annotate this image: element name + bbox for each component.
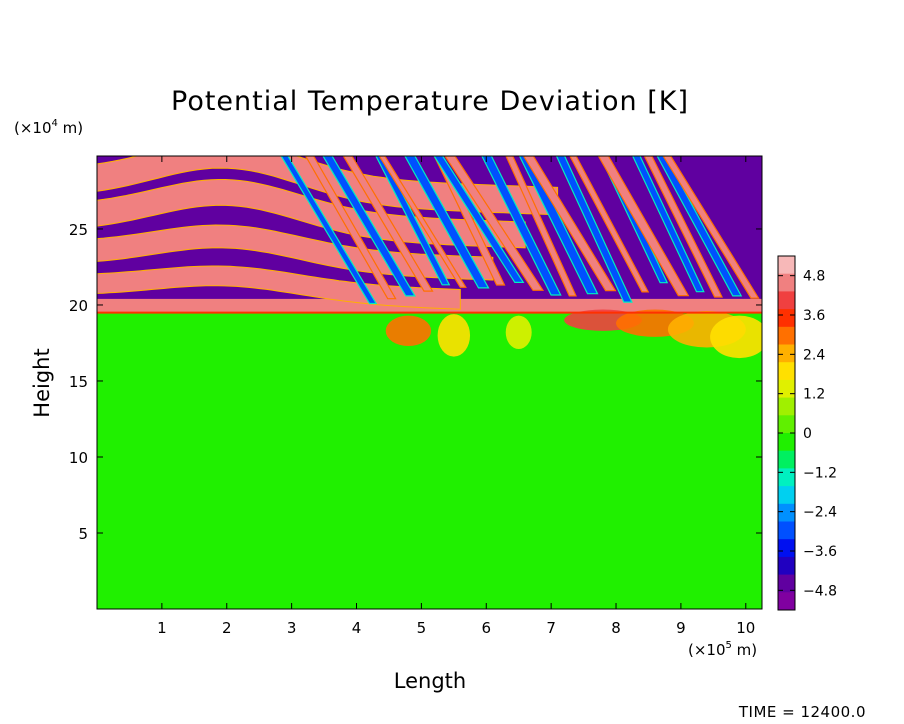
colorbar-tick-label: −1.2 xyxy=(803,465,837,481)
x-tick-label: 3 xyxy=(287,619,297,637)
y-tick-label: 20 xyxy=(69,297,88,315)
plot-frame xyxy=(96,155,763,610)
x-tick-label: 9 xyxy=(676,619,686,637)
time-label: TIME = 12400.0 xyxy=(738,703,866,721)
colorbar-swatch xyxy=(778,592,795,611)
wave-streak xyxy=(444,156,545,291)
colorbar-swatch xyxy=(778,379,795,399)
wave-streak xyxy=(522,156,617,292)
wave-streak xyxy=(632,156,705,293)
wave-streak xyxy=(404,156,490,289)
x-tick-label: 7 xyxy=(546,619,556,637)
wave-streak xyxy=(378,156,467,288)
colorbar-swatch xyxy=(778,344,795,363)
warm-plume xyxy=(505,315,532,350)
x-unit-exponent: 5 xyxy=(726,640,732,651)
x-axis-label: Length xyxy=(394,669,466,693)
wave-streak xyxy=(569,156,650,293)
colorbar-swatch xyxy=(778,415,795,434)
chart-title: Potential Temperature Deviation [K] xyxy=(171,86,689,117)
x-tick-label: 6 xyxy=(481,619,491,637)
warm-plume xyxy=(385,315,432,347)
wave-streak xyxy=(518,156,599,295)
colorbar-tick-label: 4.8 xyxy=(803,269,825,285)
wave-streak xyxy=(433,156,525,283)
colorbar-ticks: 4.8 3.6 2.4 1.2 0 −1.2 −2.4 −3.6 −4.8 xyxy=(778,269,837,599)
wave-streak xyxy=(342,156,434,292)
colorbar-tick-label: 1.2 xyxy=(803,387,825,403)
colorbar-swatch xyxy=(778,468,795,487)
wave-streak xyxy=(304,156,397,300)
y-tick-label: 15 xyxy=(69,373,88,391)
colorbar-swatch xyxy=(778,309,795,328)
colorbar-swatch xyxy=(778,503,795,522)
plot-area xyxy=(97,156,762,609)
wave-streak xyxy=(662,156,760,299)
colorbar-swatch xyxy=(778,556,795,576)
wave-streak xyxy=(597,156,690,297)
colorbar-swatch xyxy=(778,450,795,469)
colorbar-swatch xyxy=(778,256,795,275)
wave-streak xyxy=(481,156,562,296)
y-tick-label: 5 xyxy=(78,525,88,543)
x-tick-label: 2 xyxy=(222,619,232,637)
y-axis: 5 10 15 20 25 xyxy=(69,221,762,543)
colorbar-swatch xyxy=(778,397,795,416)
colorbar-swatch xyxy=(778,486,795,505)
y-unit-prefix: (×10 xyxy=(14,119,52,137)
x-tick-label: 1 xyxy=(157,619,167,637)
x-unit-prefix: (×10 xyxy=(688,641,726,659)
x-axis-unit: (×105 m) xyxy=(688,640,757,659)
wave-streak xyxy=(656,156,743,297)
wave-streak xyxy=(555,156,633,303)
colorbar-tick-label: 0 xyxy=(803,426,812,442)
x-tick-label: 5 xyxy=(417,619,427,637)
x-tick-label: 8 xyxy=(611,619,621,637)
y-axis-unit: (×104 m) xyxy=(14,118,83,137)
colorbar-swatch xyxy=(778,433,795,452)
x-axis: 1 2 3 4 5 6 7 8 9 10 xyxy=(157,156,755,637)
colorbar-swatch xyxy=(778,539,795,558)
y-tick-label: 25 xyxy=(69,221,88,239)
y-unit-suffix: m) xyxy=(58,119,83,137)
wave-streak xyxy=(505,156,577,297)
colorbar-tick-label: 3.6 xyxy=(803,308,825,324)
colorbar-tick-label: 2.4 xyxy=(803,347,825,363)
wave-streak xyxy=(643,156,723,298)
y-axis-label: Height xyxy=(30,348,54,417)
wave-streak xyxy=(433,156,506,286)
colorbar-swatch xyxy=(778,273,795,292)
colorbar-swatch xyxy=(778,574,795,593)
colorbar-swatch xyxy=(778,326,795,345)
colorbar-swatch xyxy=(778,362,795,381)
colorbar xyxy=(777,255,796,611)
warm-plume xyxy=(710,315,762,359)
wave-streak xyxy=(322,156,416,297)
warm-plume xyxy=(437,314,471,357)
colorbar-tick-label: −4.8 xyxy=(803,583,837,599)
colorbar-swatch xyxy=(778,291,795,310)
colorbar-tick-label: −3.6 xyxy=(803,544,837,560)
x-tick-label: 10 xyxy=(736,619,755,637)
y-unit-exponent: 4 xyxy=(52,118,58,129)
colorbar-tick-label: −2.4 xyxy=(803,505,837,521)
y-tick-label: 10 xyxy=(69,449,88,467)
wave-streak xyxy=(375,156,451,286)
x-unit-suffix: m) xyxy=(732,641,757,659)
wave-streak xyxy=(280,156,378,305)
colorbar-swatch xyxy=(778,521,795,540)
x-tick-label: 4 xyxy=(352,619,362,637)
